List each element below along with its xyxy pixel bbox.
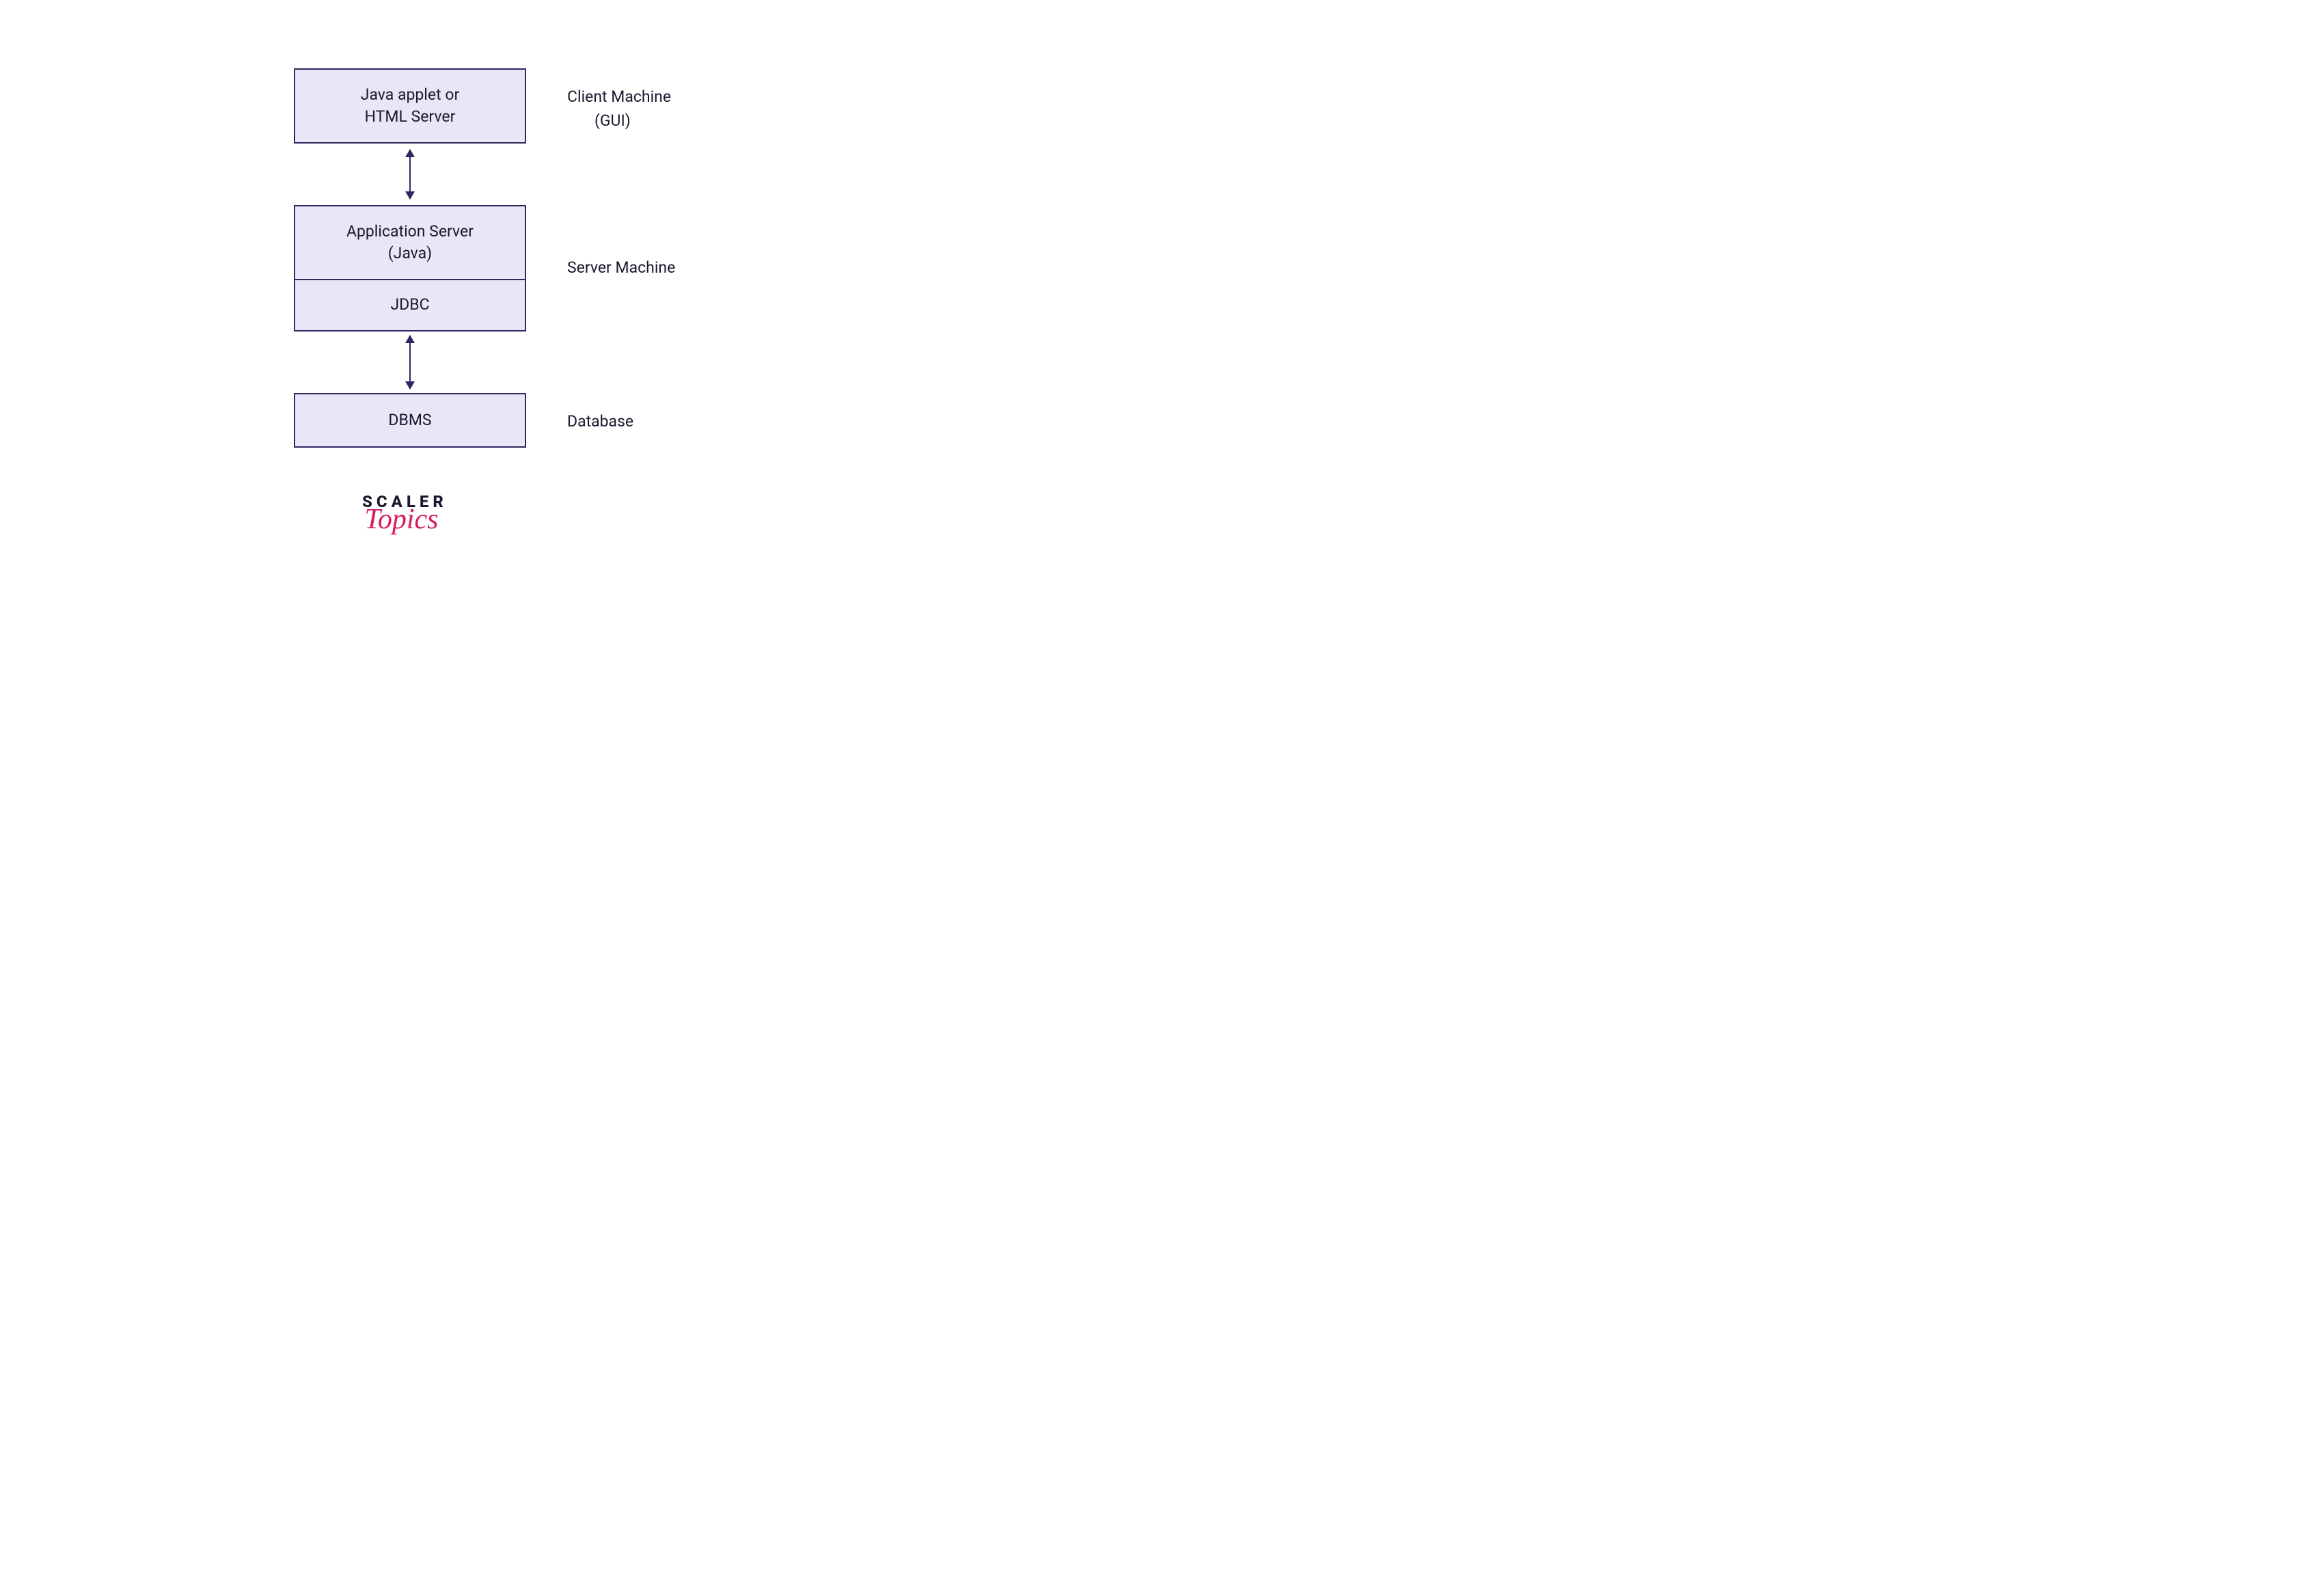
double-arrow-icon (409, 336, 411, 389)
double-arrow-icon (409, 150, 411, 199)
server-side-label: Server Machine (567, 256, 675, 280)
database-side-label: Database (567, 410, 633, 434)
logo-topics-text: Topics (355, 503, 448, 536)
appserver-box: Application Server (Java) (294, 205, 526, 280)
arrow-client-server (294, 144, 526, 205)
database-label-text: Database (567, 412, 633, 431)
dbms-box-text: DBMS (388, 409, 431, 431)
scaler-topics-logo: SCALER Topics (362, 492, 448, 536)
server-label-text: Server Machine (567, 258, 675, 277)
client-side-label: Client Machine (GUI) (567, 85, 671, 133)
client-box: Java applet or HTML Server (294, 68, 526, 144)
client-box-line1: Java applet or (361, 85, 460, 104)
jdbc-box-text: JDBC (390, 294, 429, 316)
appserver-box-line1: Application Server (346, 222, 474, 241)
client-label-line2: (GUI) (567, 111, 631, 130)
client-box-line2: HTML Server (365, 107, 456, 126)
appserver-box-line2: (Java) (388, 244, 432, 262)
dbms-box: DBMS (294, 393, 526, 448)
jdbc-box: JDBC (294, 280, 526, 331)
architecture-diagram: Java applet or HTML Server Application S… (294, 68, 704, 448)
client-label-line1: Client Machine (567, 87, 671, 106)
arrow-server-dbms (294, 331, 526, 393)
